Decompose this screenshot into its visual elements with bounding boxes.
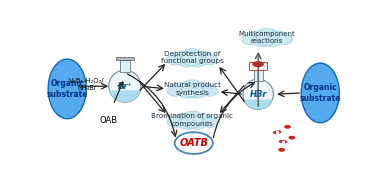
Ellipse shape: [181, 80, 203, 94]
Ellipse shape: [172, 114, 191, 127]
Ellipse shape: [188, 87, 207, 98]
Ellipse shape: [202, 54, 218, 65]
FancyBboxPatch shape: [116, 57, 134, 60]
Text: Multicomponent
reactions: Multicomponent reactions: [239, 31, 295, 44]
Ellipse shape: [269, 31, 288, 44]
Ellipse shape: [182, 115, 203, 128]
Ellipse shape: [178, 87, 197, 98]
Ellipse shape: [167, 85, 183, 96]
Ellipse shape: [194, 114, 213, 127]
FancyBboxPatch shape: [249, 62, 267, 70]
FancyBboxPatch shape: [254, 70, 263, 81]
Ellipse shape: [48, 59, 86, 119]
Ellipse shape: [167, 54, 183, 65]
Circle shape: [279, 149, 284, 151]
Text: Deprotection of
functional groups: Deprotection of functional groups: [161, 51, 224, 64]
Ellipse shape: [181, 111, 203, 125]
Text: HBr: HBr: [249, 90, 267, 99]
Ellipse shape: [178, 118, 197, 129]
Ellipse shape: [172, 51, 191, 64]
Text: Organic
substrate: Organic substrate: [299, 83, 341, 103]
Ellipse shape: [257, 32, 277, 45]
Ellipse shape: [182, 52, 203, 66]
Text: OATB: OATB: [179, 138, 208, 148]
Ellipse shape: [188, 118, 207, 129]
Ellipse shape: [242, 34, 257, 45]
Ellipse shape: [280, 141, 287, 143]
Ellipse shape: [175, 132, 213, 154]
Ellipse shape: [109, 70, 141, 102]
Text: Organic
substrate: Organic substrate: [46, 79, 88, 99]
Polygon shape: [109, 90, 141, 102]
Ellipse shape: [194, 82, 213, 95]
Text: Bromination of organic
compounds: Bromination of organic compounds: [151, 113, 233, 127]
Ellipse shape: [246, 31, 265, 44]
Ellipse shape: [182, 83, 203, 97]
Ellipse shape: [253, 35, 271, 47]
Ellipse shape: [256, 28, 278, 43]
Polygon shape: [244, 99, 273, 109]
Text: Br⁺: Br⁺: [118, 82, 132, 91]
Ellipse shape: [262, 35, 281, 47]
Circle shape: [285, 126, 290, 128]
Ellipse shape: [172, 82, 191, 95]
Ellipse shape: [274, 131, 280, 134]
Circle shape: [253, 62, 263, 67]
Ellipse shape: [181, 49, 203, 63]
Ellipse shape: [276, 34, 292, 45]
Ellipse shape: [188, 56, 207, 67]
FancyBboxPatch shape: [120, 60, 130, 72]
Ellipse shape: [178, 56, 197, 67]
Text: Natural product
synthesis: Natural product synthesis: [164, 82, 221, 96]
Ellipse shape: [202, 117, 218, 127]
Ellipse shape: [194, 51, 213, 64]
Ellipse shape: [167, 117, 183, 127]
Circle shape: [289, 136, 294, 139]
Text: OAB: OAB: [100, 116, 118, 125]
Ellipse shape: [243, 79, 273, 109]
Ellipse shape: [202, 85, 218, 96]
Text: V₂O₅-H₂O₂/
NH₄Br: V₂O₅-H₂O₂/ NH₄Br: [69, 78, 105, 91]
Ellipse shape: [301, 63, 339, 123]
